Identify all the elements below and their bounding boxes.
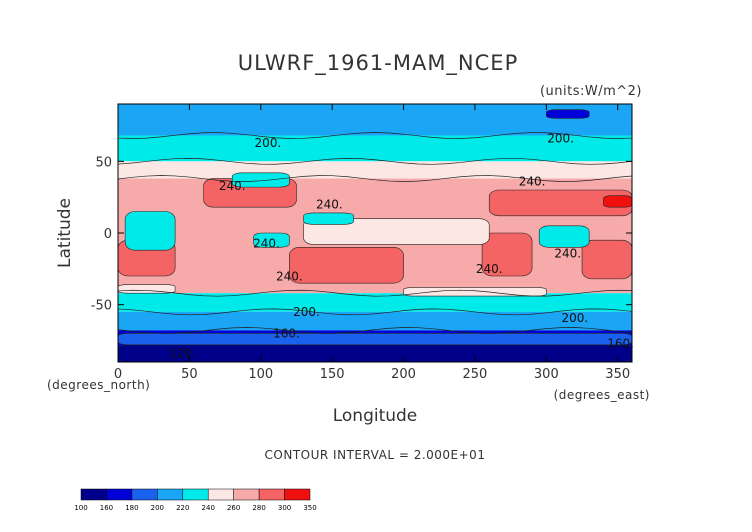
contour-label: 240. — [219, 179, 246, 193]
y-axis-title: Latitude — [55, 198, 75, 268]
contour-label: 240. — [476, 262, 503, 276]
contour-patch — [481, 232, 533, 277]
contour-patch — [289, 247, 404, 284]
contour-patch — [538, 225, 590, 248]
map-plot-area: 200. 200. 240. 240. 240. 240. 240. 240. 240. 200.… — [117, 103, 634, 363]
contour-label: 160. — [273, 327, 300, 341]
y-tick-label: 50 — [95, 155, 112, 170]
contour-line — [117, 289, 633, 297]
colorbar-label: 260 — [227, 504, 240, 512]
contour-line — [117, 157, 633, 165]
x-tick-label: 300 — [534, 367, 559, 382]
colorbar-label: 200 — [151, 504, 164, 512]
chart-title: ULWRF_1961-MAM_NCEP — [238, 51, 519, 76]
contour-patch — [253, 232, 290, 248]
y-axis: 50 0 -50 — [91, 155, 632, 314]
colorbar-label: 350 — [303, 504, 316, 512]
colorbar-swatch — [106, 488, 133, 501]
contour-interval: CONTOUR INTERVAL = 2.000E+01 — [265, 448, 486, 462]
colorbar-label: 180 — [125, 504, 138, 512]
colorbar-swatch — [233, 488, 260, 501]
contour-label: 240. — [519, 175, 546, 189]
contour-label: 240. — [316, 198, 343, 212]
y-tick-label: 0 — [104, 227, 112, 242]
colorbar-label: 220 — [176, 504, 189, 512]
contour-label: 200. — [293, 305, 320, 319]
contour-line — [117, 327, 633, 334]
colorbar-swatch — [80, 488, 107, 501]
contour-label: 120. — [169, 347, 196, 361]
zonal-band — [118, 311, 632, 331]
contour-line — [117, 175, 633, 182]
x-tick-label: 250 — [463, 367, 488, 382]
contour-label: 200. — [547, 132, 574, 146]
contour-label: 200. — [255, 136, 282, 150]
x-unit-label: (degrees_east) — [554, 388, 650, 402]
colorbar-label: 240 — [202, 504, 215, 512]
contour-label: 240. — [554, 246, 581, 260]
contour-patch — [231, 172, 290, 188]
x-tick-label: 200 — [391, 367, 416, 382]
zonal-band — [118, 135, 632, 162]
x-tick-label: 100 — [248, 367, 273, 382]
contour-patch — [581, 239, 633, 280]
colorbar-swatch — [207, 488, 234, 501]
contour-label: 160. — [607, 337, 634, 351]
colorbar-label: 100 — [74, 504, 87, 512]
contour-patch — [603, 195, 633, 208]
colorbar-label: 160 — [100, 504, 113, 512]
contour-label: 240. — [253, 236, 280, 250]
colorbar: 100 160 180 200 220 240 260 280 300 350 — [74, 488, 317, 512]
colorbar-swatch — [131, 488, 158, 501]
colorbar-label: 300 — [278, 504, 291, 512]
colorbar-label: 280 — [252, 504, 265, 512]
x-tick-label: 350 — [605, 367, 630, 382]
contour-label: 200. — [562, 311, 589, 325]
zonal-band — [118, 293, 632, 312]
contour-patch — [403, 287, 547, 297]
contour-label: 240. — [276, 269, 303, 283]
x-tick-label: 50 — [181, 367, 198, 382]
x-axis-title: Longitude — [333, 406, 418, 426]
contour-patch — [303, 218, 490, 245]
filled-contour-bands — [117, 104, 633, 363]
colorbar-swatch — [258, 488, 285, 501]
x-axis: 0 50 100 150 200 250 300 350 — [114, 104, 630, 382]
colorbar-swatch — [157, 488, 184, 501]
colorbar-swatch — [182, 488, 209, 501]
y-unit-label: (degrees_north) — [47, 378, 150, 392]
contour-patch — [124, 211, 176, 251]
contour-patch — [546, 109, 590, 119]
colorbar-swatch — [284, 488, 311, 501]
contour-labels: 200. 200. 240. 240. 240. 240. 240. 240. 240. 200.… — [169, 132, 634, 361]
y-tick-label: -50 — [91, 299, 112, 314]
x-tick-label: 150 — [320, 367, 345, 382]
x-tick-label: 0 — [114, 367, 122, 382]
contour-line — [117, 132, 633, 139]
contour-line — [117, 308, 633, 316]
contour-patch — [303, 212, 354, 225]
units-label: (units:W/m^2) — [540, 84, 642, 99]
contour-patch — [117, 333, 633, 346]
zonal-band — [118, 161, 632, 179]
